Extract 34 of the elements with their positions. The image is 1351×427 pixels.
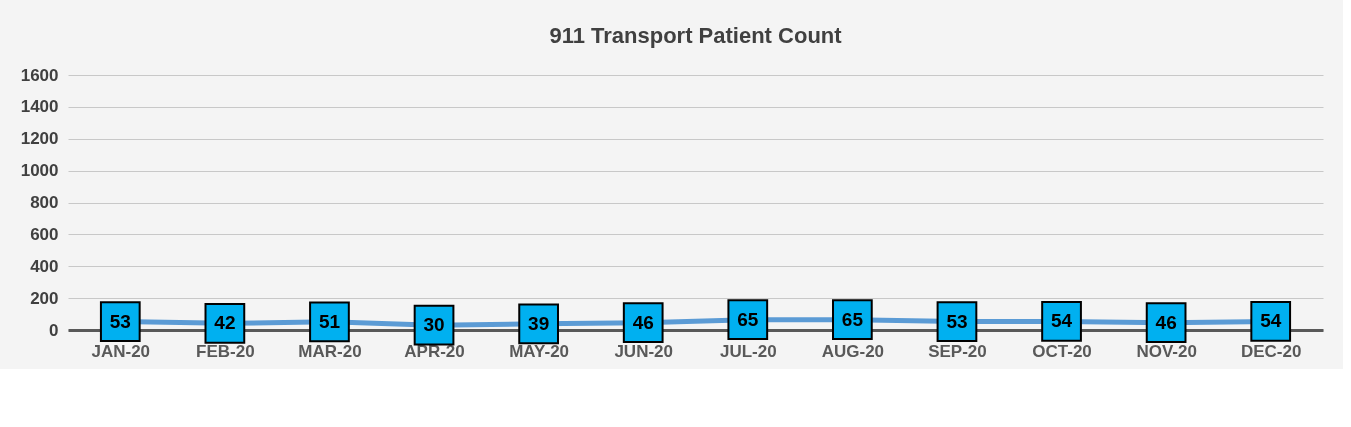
y-tick-label: 1400	[20, 97, 59, 117]
data-label: 53	[946, 310, 968, 332]
x-tick-label: JAN-20	[91, 341, 151, 361]
x-tick-label: MAR-20	[298, 341, 362, 361]
x-tick-label: MAY-20	[509, 341, 570, 361]
x-tick-label: NOV-20	[1136, 341, 1197, 361]
y-tick-label: 600	[30, 224, 59, 244]
data-label: 53	[109, 310, 131, 332]
data-label: 54	[1050, 310, 1073, 332]
data-label: 42	[214, 312, 236, 334]
x-tick-label: SEP-20	[928, 341, 987, 361]
y-tick-label: 400	[30, 256, 59, 276]
y-tick-label: 1600	[20, 65, 59, 85]
y-tick-label: 0	[49, 320, 59, 340]
x-tick-label: JUN-20	[614, 341, 674, 361]
y-tick-label: 1200	[20, 129, 59, 149]
data-label: 51	[318, 310, 341, 332]
data-label: 39	[528, 312, 550, 334]
x-tick-label: APR-20	[404, 341, 465, 361]
x-tick-label: JUL-20	[719, 341, 777, 361]
data-label: 54	[1260, 310, 1282, 332]
data-label: 65	[841, 308, 864, 330]
data-label: 30	[423, 314, 445, 336]
y-tick-label: 200	[30, 288, 59, 308]
x-tick-label: AUG-20	[821, 341, 885, 361]
data-label: 46	[632, 311, 654, 333]
x-tick-label: OCT-20	[1032, 341, 1092, 361]
chart-title: 911 Transport Patient Count	[549, 23, 843, 48]
x-tick-label: FEB-20	[196, 341, 255, 361]
data-label: 65	[737, 308, 759, 330]
y-tick-label: 1000	[20, 161, 59, 181]
y-tick-label: 800	[30, 193, 59, 212]
data-label: 46	[1155, 311, 1177, 333]
x-tick-label: DEC-20	[1240, 341, 1302, 361]
